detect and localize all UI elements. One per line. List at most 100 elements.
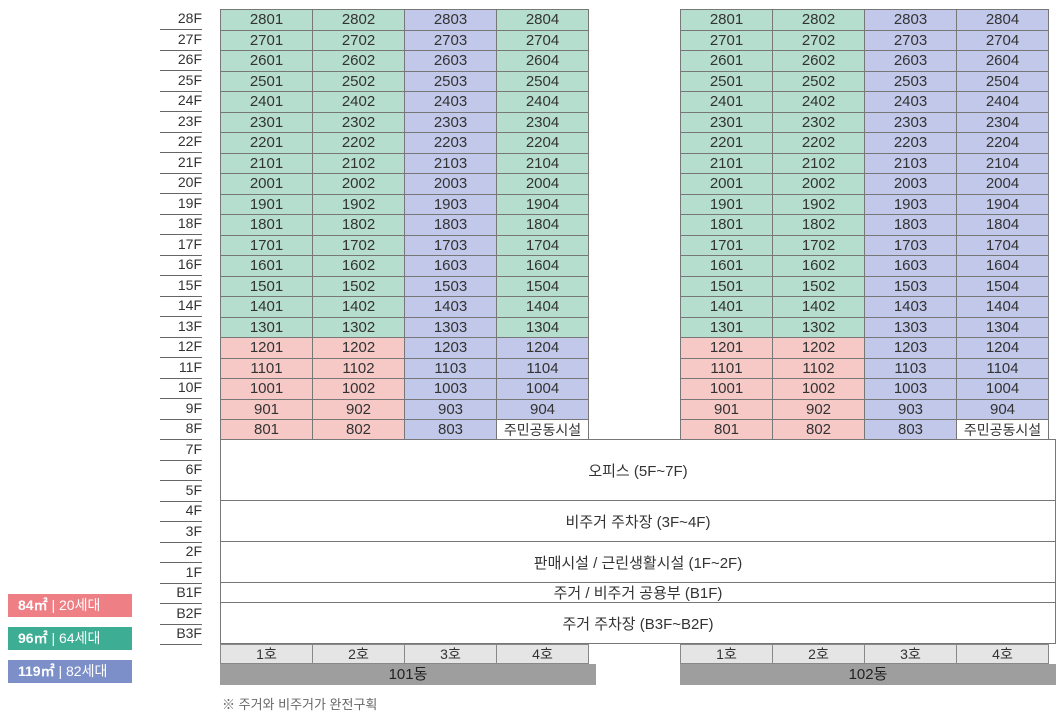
floor-label: 2F bbox=[160, 542, 202, 563]
unit-cell: 1301 bbox=[221, 317, 313, 338]
floor-label: 15F bbox=[160, 276, 202, 297]
nonresidential-parking-label: 비주거 주차장 (3F~4F) bbox=[565, 513, 711, 531]
unit-cell: 904 bbox=[497, 399, 589, 420]
unit-cell: 1903 bbox=[405, 194, 497, 215]
unit-cell: 2501 bbox=[681, 71, 773, 92]
common-area-block: 주거 / 비주거 공용부 (B1F) bbox=[220, 582, 1056, 603]
building-102-unit-row: 1호 2호 3호 4호 bbox=[680, 644, 1049, 664]
unit-cell: 902 bbox=[313, 399, 405, 420]
unit-cell: 2202 bbox=[313, 133, 405, 154]
unit-cell: 1401 bbox=[221, 297, 313, 318]
office-block: 오피스 (5F~7F) bbox=[220, 439, 1056, 501]
unit-number-label: 4호 bbox=[496, 644, 589, 664]
floor-label: 19F bbox=[160, 194, 202, 215]
floor-label: 4F bbox=[160, 501, 202, 522]
unit-cell: 2102 bbox=[313, 153, 405, 174]
floor-label: 17F bbox=[160, 235, 202, 256]
unit-cell: 1504 bbox=[957, 276, 1049, 297]
unit-number-label: 4호 bbox=[956, 644, 1049, 664]
unit-cell: 801 bbox=[681, 420, 773, 441]
unit-cell: 803 bbox=[865, 420, 957, 441]
unit-cell: 2002 bbox=[313, 174, 405, 195]
unit-cell: 1604 bbox=[497, 256, 589, 277]
floor-label: 9F bbox=[160, 399, 202, 420]
floor-label: 20F bbox=[160, 173, 202, 194]
unit-cell: 2703 bbox=[865, 30, 957, 51]
floor-label: 7F bbox=[160, 440, 202, 461]
unit-cell: 902 bbox=[773, 399, 865, 420]
unit-number-label: 3호 bbox=[864, 644, 957, 664]
retail-block: 판매시설 / 근린생활시설 (1F~2F) bbox=[220, 541, 1056, 583]
floor-label: 24F bbox=[160, 91, 202, 112]
legend-96-size: 96㎡ bbox=[18, 630, 48, 646]
unit-cell: 2703 bbox=[405, 30, 497, 51]
unit-cell: 1303 bbox=[865, 317, 957, 338]
unit-cell: 2303 bbox=[405, 112, 497, 133]
unit-cell: 2103 bbox=[405, 153, 497, 174]
unit-number-label: 1호 bbox=[680, 644, 773, 664]
building-101-unit-grid: 2801 2802 2803 2804 2701 2702 2703 2704 2601 2602… bbox=[220, 9, 589, 441]
unit-cell: 1502 bbox=[773, 276, 865, 297]
unit-cell: 2504 bbox=[957, 71, 1049, 92]
unit-cell: 1003 bbox=[405, 379, 497, 400]
legend-96: 96㎡ | 64세대 bbox=[8, 627, 132, 650]
unit-cell: 2702 bbox=[313, 30, 405, 51]
unit-cell: 1803 bbox=[405, 215, 497, 236]
unit-cell: 1402 bbox=[313, 297, 405, 318]
floor-label: 13F bbox=[160, 317, 202, 338]
unit-cell: 2003 bbox=[405, 174, 497, 195]
unit-cell: 2701 bbox=[221, 30, 313, 51]
floor-label: 12F bbox=[160, 337, 202, 358]
unit-cell: 1801 bbox=[681, 215, 773, 236]
unit-cell: 1203 bbox=[405, 338, 497, 359]
unit-cell: 1704 bbox=[957, 235, 1049, 256]
unit-cell: 2601 bbox=[681, 51, 773, 72]
legend-119: 119㎡ | 82세대 bbox=[8, 660, 132, 683]
unit-cell: 2704 bbox=[957, 30, 1049, 51]
unit-cell: 2404 bbox=[957, 92, 1049, 113]
unit-cell: 2201 bbox=[221, 133, 313, 154]
unit-cell: 1004 bbox=[497, 379, 589, 400]
unit-cell: 1503 bbox=[405, 276, 497, 297]
unit-cell: 1601 bbox=[681, 256, 773, 277]
unit-cell: 2802 bbox=[313, 10, 405, 31]
unit-cell: 801 bbox=[221, 420, 313, 441]
unit-cell: 1702 bbox=[773, 235, 865, 256]
floor-label: B2F bbox=[160, 604, 202, 625]
unit-cell: 1701 bbox=[221, 235, 313, 256]
unit-cell: 2203 bbox=[865, 133, 957, 154]
floor-label: 18F bbox=[160, 214, 202, 235]
building-101-label: 101동 bbox=[220, 664, 596, 685]
unit-cell: 2104 bbox=[497, 153, 589, 174]
floor-label: B1F bbox=[160, 583, 202, 604]
unit-cell: 1304 bbox=[497, 317, 589, 338]
unit-cell: 1202 bbox=[773, 338, 865, 359]
unit-cell: 1403 bbox=[865, 297, 957, 318]
nonresidential-parking-block: 비주거 주차장 (3F~4F) bbox=[220, 500, 1056, 542]
unit-cell: 1203 bbox=[865, 338, 957, 359]
unit-cell: 2502 bbox=[773, 71, 865, 92]
unit-cell: 1902 bbox=[313, 194, 405, 215]
unit-cell: 1302 bbox=[313, 317, 405, 338]
unit-cell: 1703 bbox=[865, 235, 957, 256]
unit-cell: 1002 bbox=[773, 379, 865, 400]
floor-label: 14F bbox=[160, 296, 202, 317]
unit-cell: 1003 bbox=[865, 379, 957, 400]
unit-cell: 1001 bbox=[221, 379, 313, 400]
unit-cell: 1301 bbox=[681, 317, 773, 338]
unit-cell: 2304 bbox=[957, 112, 1049, 133]
unit-cell: 1604 bbox=[957, 256, 1049, 277]
unit-cell: 1902 bbox=[773, 194, 865, 215]
unit-number-label: 1호 bbox=[220, 644, 313, 664]
unit-cell: 1102 bbox=[313, 358, 405, 379]
unit-cell: 802 bbox=[773, 420, 865, 441]
unit-cell: 1404 bbox=[957, 297, 1049, 318]
unit-cell: 1001 bbox=[681, 379, 773, 400]
unit-cell: 1201 bbox=[681, 338, 773, 359]
unit-cell: 2303 bbox=[865, 112, 957, 133]
unit-cell: 2604 bbox=[497, 51, 589, 72]
unit-cell: 1802 bbox=[773, 215, 865, 236]
unit-cell: 2804 bbox=[497, 10, 589, 31]
unit-number-label: 3호 bbox=[404, 644, 497, 664]
unit-cell: 1502 bbox=[313, 276, 405, 297]
